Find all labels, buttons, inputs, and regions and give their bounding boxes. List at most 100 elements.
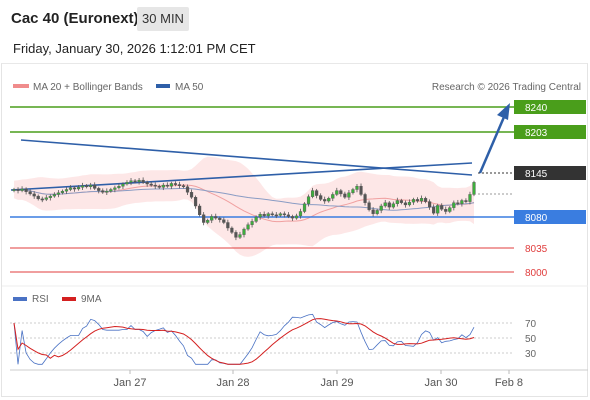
candle-body [177,184,182,186]
candle-body [117,185,121,189]
instrument-title: Cac 40 (Euronext) [11,10,139,27]
candle-body [262,214,266,217]
candle-body [399,200,403,203]
candle-body [133,180,137,183]
candle-body [226,222,230,229]
candle-body [383,202,387,207]
level-tag-8080 [514,210,586,224]
candle-body [193,196,198,207]
candle-body [302,203,307,212]
candle-body [423,198,428,202]
candle-body [218,217,222,220]
rsi-line [13,313,475,365]
candle-body [153,184,157,187]
x-label-4: Feb 8 [495,377,523,389]
candle-body [60,190,65,193]
candle-body [173,183,178,185]
candle-body [444,209,448,212]
x-axis: Jan 27 Jan 28 Jan 29 Jan 30 Feb 8 [113,370,523,389]
candle-body [323,199,327,202]
candle-body [32,193,36,197]
timestamp: Friday, January 30, 2026 1:12:01 PM CET [13,41,256,56]
candle-body [113,187,117,190]
bollinger-bands [13,156,475,257]
candle-body [206,220,210,223]
candle-body [286,214,290,217]
candle-body [436,205,440,214]
x-label-2: Jan 29 [320,377,353,389]
candle-body [472,182,476,195]
candle-body [266,213,270,217]
candle-body [109,189,113,192]
level-labels: 8240 8203 8145 8080 8035 8000 [514,100,586,279]
candle-body [411,199,416,203]
candle-body [359,185,363,195]
candle-body [448,207,452,212]
candle-body [16,189,20,191]
candle-body [452,202,456,208]
candle-body [72,187,77,190]
level-tag-8203 [514,125,586,139]
candle-body [339,190,343,195]
candle-body [222,219,226,223]
rsi-tick-70: 70 [525,319,537,330]
level-tag-8145 [514,166,586,180]
candle-body [157,185,161,188]
legend-label-rsi: RSI [32,294,49,305]
forecast-arrow [478,103,510,174]
candle-body [294,215,299,219]
candle-body [129,180,133,183]
candle-body [36,195,40,200]
candle-body [254,216,258,222]
candle-body [274,214,278,217]
candle-body [331,194,335,199]
candle-body [391,203,395,208]
forecast-arrow-head [497,103,510,120]
candle-body [141,179,145,183]
level-tag-8240 [514,100,586,114]
candle-body [343,193,347,198]
candle-body [48,195,52,198]
candle-body [246,224,250,230]
timeframe-button[interactable]: 30 MIN [137,7,189,31]
candle-body [306,196,311,204]
candle-body [407,201,412,206]
candle-body [101,190,105,193]
candle-body [395,200,399,204]
rsi-pane: 70 50 30 [10,313,537,365]
level-label-8080: 8080 [525,213,548,224]
candle-body [242,228,246,235]
candle-body [258,214,262,218]
candle-body [319,195,323,200]
chart-header: Cac 40 (Euronext) 30 MIN [0,0,590,38]
candle-body [351,189,355,193]
candle-body [93,184,97,189]
ma50-line [13,188,475,211]
candle-body [278,213,282,216]
level-label-8203: 8203 [525,128,548,139]
legend-label-ma50: MA 50 [175,82,204,93]
candle-body [428,201,432,208]
candle-body [234,232,238,238]
candle-body [347,192,351,198]
legend-swatch-rsi [13,297,27,301]
candle-body [149,183,153,186]
candle-body [121,183,125,187]
candle-body [327,198,331,202]
candle-body [169,183,173,187]
candle-body [165,184,169,187]
candle-body [367,202,371,211]
candle-body [145,182,149,185]
candle-body [375,210,379,214]
candle-body [202,214,206,223]
candle-body [161,184,165,188]
candle-body [40,198,44,201]
candle-body [403,202,408,206]
candle-body [80,185,85,188]
candle-body [238,234,242,238]
candle-body [464,200,468,202]
candle-body [440,205,444,210]
forecast-arrow-shaft [478,116,506,174]
candle-body [355,185,359,190]
